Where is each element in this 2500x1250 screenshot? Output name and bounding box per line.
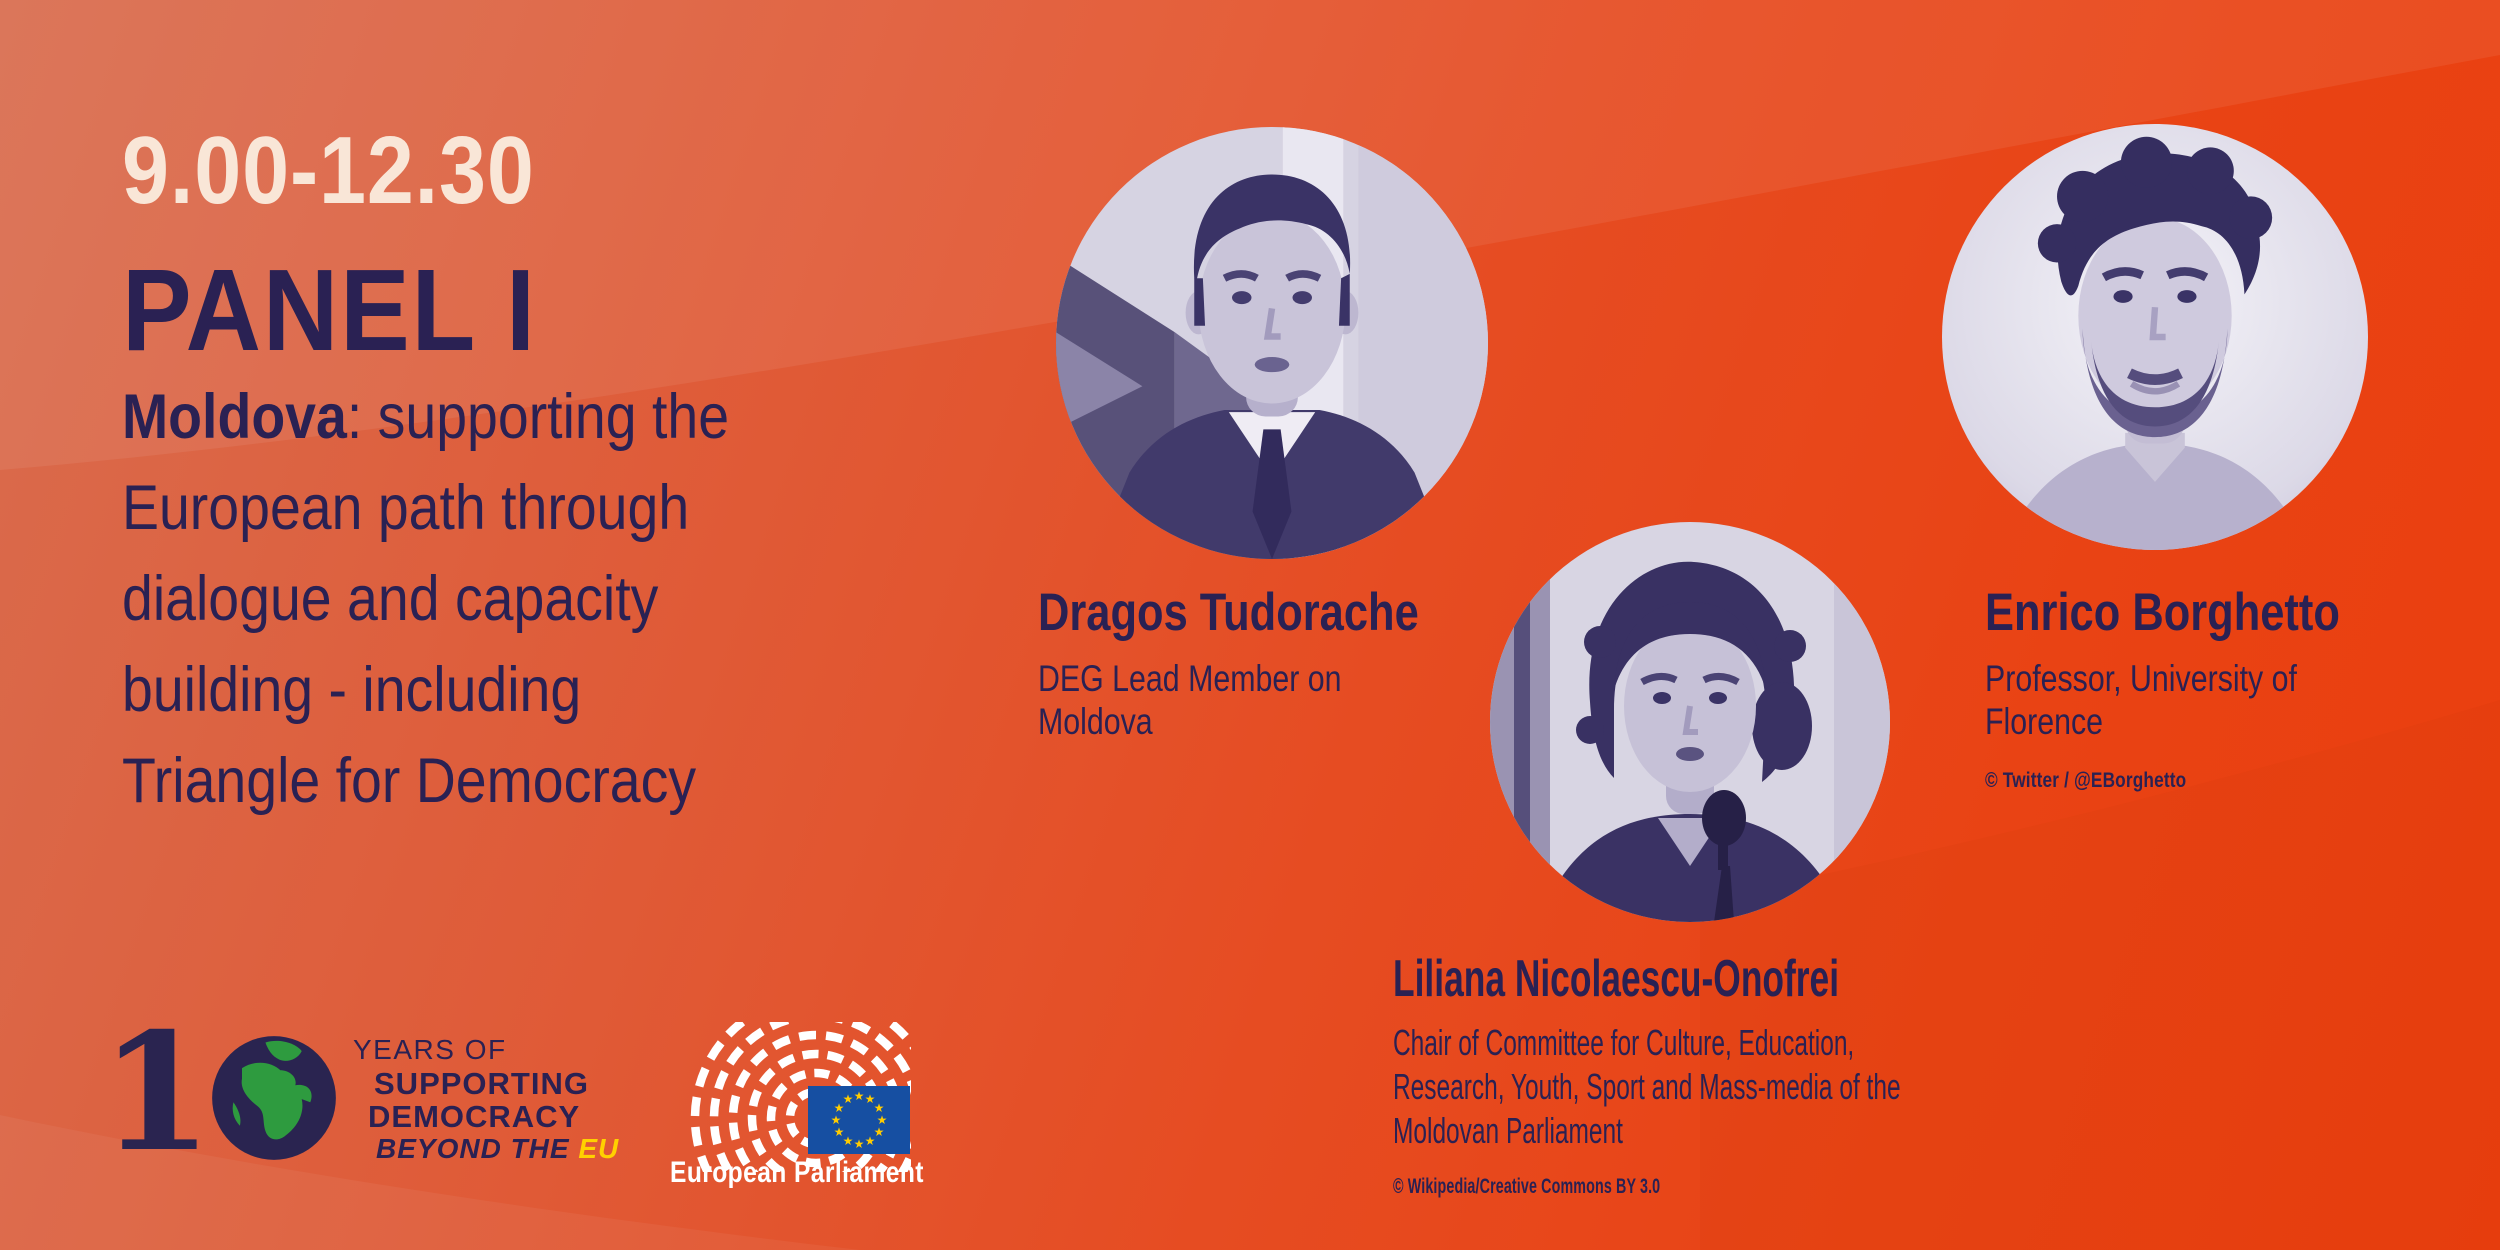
- svg-text:★: ★: [874, 1101, 885, 1115]
- panel-topic-rest: : supporting the: [346, 382, 730, 452]
- panel-desc-line: dialogue and capacity: [122, 564, 659, 634]
- speaker-role: Professor, University of Florence: [1985, 657, 2407, 743]
- panel-desc-line: European path through: [122, 473, 690, 543]
- speaker-role-line: DEG Lead Member on: [1038, 657, 1342, 699]
- svg-text:★: ★: [877, 1113, 888, 1127]
- speaker-role-line: Moldova: [1038, 700, 1153, 742]
- svg-text:★: ★: [865, 1092, 876, 1106]
- speaker-role: Chair of Committee for Culture, Educatio…: [1393, 1021, 1901, 1153]
- svg-text:★: ★: [843, 1092, 854, 1106]
- speaker-role: DEG Lead Member on Moldova: [1038, 657, 1419, 743]
- photo-credit: © Wikipedia/Creative Commons BY 3.0: [1393, 1174, 1661, 1198]
- speaker-role-line: Research, Youth, Sport and Mass-media of…: [1393, 1065, 1901, 1107]
- panel-desc-line: building - including: [122, 655, 582, 725]
- svg-text:★: ★: [843, 1134, 854, 1148]
- panel-topic-country: Moldova: [122, 382, 347, 452]
- panel-heading: PANEL I: [122, 245, 537, 375]
- speaker-role-line: Moldovan Parliament: [1393, 1109, 1623, 1151]
- speaker-photo-dragos: [1056, 127, 1488, 559]
- speaker-name: Enrico Borghetto: [1985, 583, 2340, 642]
- svg-text:★: ★: [854, 1089, 865, 1103]
- speaker-role-line: Chair of Committee for Culture, Educatio…: [1393, 1021, 1855, 1063]
- speaker-name: Liliana Nicolaescu-Onofrei: [1393, 950, 1840, 1008]
- svg-text:★: ★: [854, 1137, 865, 1151]
- panel-description: Moldova: supporting the European path th…: [122, 372, 729, 827]
- session-time: 9.00-12.30: [122, 117, 535, 224]
- svg-text:★: ★: [834, 1101, 845, 1115]
- portrait-enrico: [1942, 124, 2368, 550]
- portrait-dragos: [1056, 127, 1488, 559]
- speaker-info-dragos: Dragos Tudorache DEG Lead Member on Mold…: [1038, 585, 1419, 743]
- globe-zero-icon: [212, 1036, 336, 1160]
- eu-flag-icon: ★ ★ ★ ★ ★ ★ ★ ★ ★ ★ ★ ★: [808, 1086, 910, 1154]
- european-parliament-logo: ★ ★ ★ ★ ★ ★ ★ ★ ★ ★ ★ ★: [690, 1022, 911, 1172]
- european-parliament-label: European Parliament: [670, 1156, 924, 1189]
- speaker-photo-enrico: [1942, 124, 2368, 550]
- microphone-icon: [1702, 790, 1746, 922]
- portrait-liliana: [1490, 522, 1890, 922]
- anniversary-tagline: BEYOND THE EU: [376, 1133, 619, 1165]
- photo-credit: © Twitter / @EBorghetto: [1985, 768, 2187, 792]
- speaker-info-liliana: Liliana Nicolaescu-Onofrei Chair of Comm…: [1393, 952, 1901, 1199]
- anniversary-democracy: DEMOCRACY: [368, 1099, 581, 1134]
- anniversary-tagline-eu: EU: [578, 1133, 620, 1164]
- speaker-info-enrico: Enrico Borghetto Professor, University o…: [1985, 585, 2407, 793]
- anniversary-supporting: SUPPORTING: [374, 1066, 589, 1101]
- speaker-role-line: Professor, University of Florence: [1985, 657, 2297, 742]
- svg-text:★: ★: [831, 1113, 842, 1127]
- anniversary-tagline-text: BEYOND THE: [376, 1133, 570, 1164]
- digit-one: 1: [100, 998, 213, 1188]
- svg-text:★: ★: [874, 1125, 885, 1139]
- panel-desc-line: Moldova: supporting the: [122, 372, 729, 463]
- svg-text:★: ★: [834, 1125, 845, 1139]
- anniversary-years-of: YEARS OF: [353, 1034, 507, 1065]
- svg-text:★: ★: [865, 1134, 876, 1148]
- panel-desc-line: Triangle for Democracy: [122, 746, 697, 816]
- speaker-photo-liliana: [1490, 522, 1890, 922]
- speaker-name: Dragos Tudorache: [1038, 583, 1419, 642]
